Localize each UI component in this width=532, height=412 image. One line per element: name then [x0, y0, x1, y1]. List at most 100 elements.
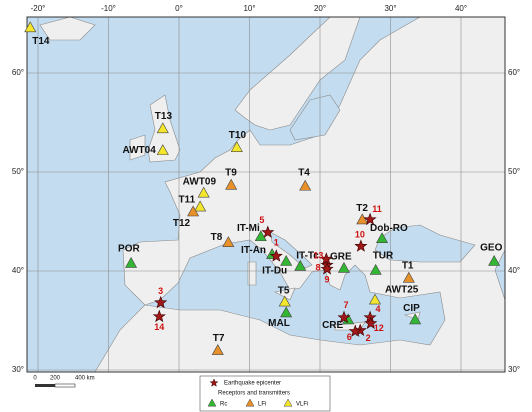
legend-label: VLFi — [296, 402, 308, 408]
epicenter-label: 5 — [259, 215, 264, 225]
epicenter-label: 4 — [376, 304, 381, 314]
station-label: T14 — [32, 36, 50, 47]
black-sea — [374, 224, 476, 263]
graticule — [27, 17, 505, 372]
legend-label: LFi — [258, 402, 266, 408]
epicenter-label: 10 — [355, 230, 365, 240]
latitude-label: 50° — [12, 167, 24, 176]
legend-box — [199, 375, 331, 412]
latitude-label: 60° — [508, 68, 520, 77]
legend-label: Receptors and transmitters — [218, 391, 290, 397]
station-marker — [254, 230, 267, 242]
latitude-label: 40° — [12, 266, 24, 275]
iceland — [39, 17, 96, 41]
legend-label: Earthquake epicenter — [224, 381, 281, 387]
epicenter-marker — [337, 310, 351, 324]
station-label: T11 — [178, 194, 195, 205]
station-marker — [125, 256, 138, 268]
station-label: T2 — [356, 203, 368, 214]
longitude-label: 0° — [175, 4, 183, 13]
epicenter-marker — [319, 252, 333, 265]
station-marker — [280, 254, 293, 266]
station-marker — [356, 213, 369, 225]
station-label: T12 — [173, 218, 191, 229]
legend-symbol — [245, 398, 255, 407]
station-marker — [294, 259, 307, 271]
station-marker — [402, 271, 415, 283]
station-marker — [222, 236, 235, 247]
longitude-label: 20° — [314, 4, 326, 13]
epicenter-marker — [320, 262, 334, 275]
epicenter-label: 2 — [366, 333, 371, 343]
legend-epicenter-symbol — [209, 378, 219, 387]
station-label: T8 — [211, 232, 223, 243]
scale-label: 200 — [50, 376, 61, 382]
station-marker — [211, 344, 224, 355]
station-label: AWT04 — [122, 145, 156, 156]
longitude-label: -10° — [101, 4, 116, 13]
epicenter-label: 1 — [274, 238, 279, 248]
legend-label: Rc — [220, 402, 227, 408]
legend-symbol — [207, 398, 217, 407]
station-label: TUR — [373, 251, 394, 262]
station-label: T1 — [402, 261, 414, 272]
station-label: T10 — [229, 130, 247, 141]
epicenter-marker — [364, 316, 378, 329]
station-label: T7 — [213, 333, 225, 344]
epicenter-marker — [152, 309, 166, 323]
legend-symbol — [283, 398, 293, 407]
longitude-label: 30° — [384, 4, 396, 13]
epicenter-label: 6 — [347, 332, 352, 342]
latitude-label: 30° — [12, 365, 24, 374]
latitude-label: 50° — [508, 167, 520, 176]
station-label: T5 — [278, 285, 290, 296]
station-label: MAL — [268, 318, 290, 329]
station-marker — [368, 293, 381, 305]
ireland — [129, 134, 146, 161]
station-label: GEO — [480, 243, 502, 254]
scale-segment — [35, 384, 55, 387]
station-marker — [299, 179, 312, 191]
station-marker — [280, 306, 293, 318]
station-label: IT-An — [241, 245, 266, 256]
station-marker — [278, 295, 291, 307]
station-marker — [230, 141, 243, 152]
station-marker — [156, 122, 169, 134]
epicenter-label: 8 — [316, 262, 321, 272]
station-marker — [337, 261, 350, 273]
station-marker — [369, 263, 382, 275]
epicenter-label: 7 — [343, 300, 348, 310]
longitude-label: -20° — [31, 4, 46, 13]
station-label: T13 — [155, 111, 173, 122]
station-label: IT-Tc — [296, 251, 319, 262]
scale-bar: 0 200 400 km — [33, 376, 95, 388]
epicenter-marker — [348, 324, 362, 337]
sicily — [274, 287, 296, 301]
station-label: IT-Du — [262, 266, 287, 277]
station-marker — [376, 232, 389, 244]
map-frame — [26, 16, 506, 373]
latitude-label: 30° — [508, 365, 520, 374]
station-marker — [194, 200, 207, 212]
station-label: T4 — [298, 168, 310, 179]
epicenter-label: 11 — [372, 204, 382, 214]
latitude-label: 40° — [508, 266, 520, 275]
longitude-label: 10° — [243, 4, 255, 13]
caspian-sea — [494, 249, 505, 301]
station-marker — [197, 186, 210, 198]
epicenter-marker — [261, 225, 275, 238]
latitude-label: 60° — [12, 68, 24, 77]
epicenter-label: 13 — [313, 250, 323, 260]
epicenter-marker — [154, 295, 168, 309]
station-label: POR — [118, 244, 140, 255]
longitude-label: 40° — [455, 4, 467, 13]
baltic-sea — [289, 94, 341, 141]
station-marker — [225, 178, 238, 190]
scale-label: 0 — [33, 376, 37, 382]
scale-segment — [54, 383, 76, 388]
station-label: Dob-RO — [370, 223, 408, 234]
epicenter-label: 3 — [158, 286, 163, 296]
station-label: CIP — [403, 303, 420, 314]
epicenter-label: 14 — [154, 322, 164, 332]
epicenter-marker — [363, 212, 377, 226]
